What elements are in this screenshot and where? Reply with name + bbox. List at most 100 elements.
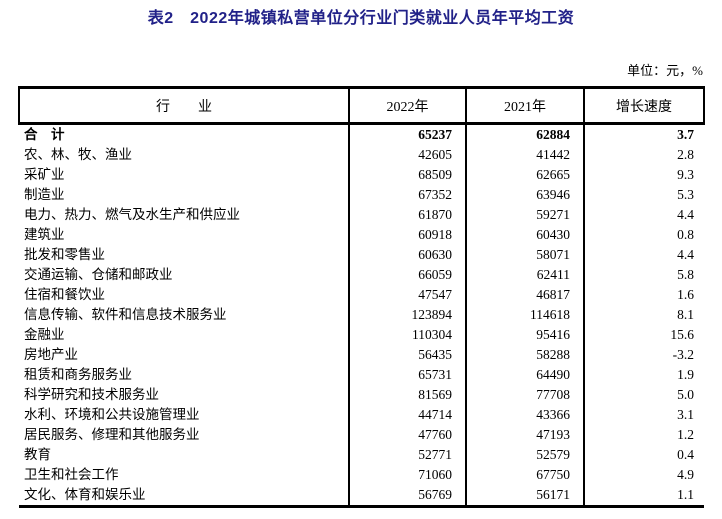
- table-row: 信息传输、软件和信息技术服务业 123894 114618 8.1: [19, 305, 704, 325]
- cell-growth: 3.1: [583, 405, 704, 425]
- cell-growth: 3.7: [583, 123, 704, 145]
- table-row: 农、林、牧、渔业 42605 41442 2.8: [19, 145, 704, 165]
- col-header-2022: 2022年: [348, 87, 467, 125]
- table-row: 批发和零售业 60630 58071 4.4: [19, 245, 704, 265]
- cell-industry: 农、林、牧、渔业: [24, 147, 132, 162]
- cell-y2022: 60630: [348, 245, 466, 265]
- cell-y2022: 47760: [348, 425, 466, 445]
- cell-growth: 15.6: [583, 325, 704, 345]
- cell-y2022: 56769: [348, 485, 466, 507]
- cell-y2022: 110304: [348, 325, 466, 345]
- cell-y2022: 65731: [348, 365, 466, 385]
- cell-industry: 房地产业: [24, 347, 78, 362]
- cell-growth: 1.9: [583, 365, 704, 385]
- col-header-2021: 2021年: [465, 87, 585, 125]
- table-row: 住宿和餐饮业 47547 46817 1.6: [19, 285, 704, 305]
- cell-y2022: 56435: [348, 345, 466, 365]
- cell-y2021: 52579: [465, 445, 584, 465]
- cell-y2021: 60430: [465, 225, 584, 245]
- cell-y2022: 44714: [348, 405, 466, 425]
- cell-industry: 住宿和餐饮业: [24, 287, 105, 302]
- table-row: 房地产业 56435 58288 -3.2: [19, 345, 704, 365]
- table-row: 文化、体育和娱乐业 56769 56171 1.1: [19, 485, 704, 507]
- cell-industry: 合 计: [24, 127, 65, 142]
- cell-growth: 1.2: [583, 425, 704, 445]
- cell-y2021: 46817: [465, 285, 584, 305]
- cell-growth: 4.4: [583, 245, 704, 265]
- cell-growth: 5.3: [583, 185, 704, 205]
- table-row: 电力、热力、燃气及水生产和供应业 61870 59271 4.4: [19, 205, 704, 225]
- cell-growth: 5.8: [583, 265, 704, 285]
- cell-y2021: 43366: [465, 405, 584, 425]
- cell-y2022: 42605: [348, 145, 466, 165]
- cell-industry: 租赁和商务服务业: [24, 367, 132, 382]
- cell-y2022: 66059: [348, 265, 466, 285]
- cell-industry: 电力、热力、燃气及水生产和供应业: [24, 207, 240, 222]
- cell-industry: 水利、环境和公共设施管理业: [24, 407, 200, 422]
- table-row: 制造业 67352 63946 5.3: [19, 185, 704, 205]
- table-row: 水利、环境和公共设施管理业 44714 43366 3.1: [19, 405, 704, 425]
- cell-industry: 居民服务、修理和其他服务业: [24, 427, 200, 442]
- cell-y2021: 47193: [465, 425, 584, 445]
- table-row: 交通运输、仓储和邮政业 66059 62411 5.8: [19, 265, 704, 285]
- cell-industry: 卫生和社会工作: [24, 467, 119, 482]
- cell-industry: 文化、体育和娱乐业: [24, 487, 146, 502]
- cell-growth: 2.8: [583, 145, 704, 165]
- cell-y2021: 58071: [465, 245, 584, 265]
- cell-y2022: 71060: [348, 465, 466, 485]
- cell-y2021: 63946: [465, 185, 584, 205]
- cell-y2021: 41442: [465, 145, 584, 165]
- cell-industry: 科学研究和技术服务业: [24, 387, 159, 402]
- cell-y2021: 62411: [465, 265, 584, 285]
- table-row: 金融业 110304 95416 15.6: [19, 325, 704, 345]
- table-row: 建筑业 60918 60430 0.8: [19, 225, 704, 245]
- cell-y2021: 95416: [465, 325, 584, 345]
- cell-y2021: 67750: [465, 465, 584, 485]
- table-row: 合 计 65237 62884 3.7: [19, 123, 704, 145]
- cell-y2022: 47547: [348, 285, 466, 305]
- cell-industry: 信息传输、软件和信息技术服务业: [24, 307, 227, 322]
- col-header-growth: 增长速度: [583, 87, 705, 125]
- table-row: 租赁和商务服务业 65731 64490 1.9: [19, 365, 704, 385]
- table-row: 教育 52771 52579 0.4: [19, 445, 704, 465]
- cell-growth: 4.4: [583, 205, 704, 225]
- cell-growth: 0.4: [583, 445, 704, 465]
- cell-y2021: 58288: [465, 345, 584, 365]
- cell-y2021: 62884: [465, 123, 584, 145]
- cell-growth: 1.1: [583, 485, 704, 507]
- cell-industry: 教育: [24, 447, 51, 462]
- cell-industry: 金融业: [24, 327, 65, 342]
- cell-growth: 8.1: [583, 305, 704, 325]
- cell-industry: 建筑业: [24, 227, 65, 242]
- cell-y2021: 77708: [465, 385, 584, 405]
- cell-growth: 9.3: [583, 165, 704, 185]
- cell-growth: 4.9: [583, 465, 704, 485]
- wage-table: 行 业 2022年 2021年 增长速度 合 计 65237 62884 3.7 农、林…: [18, 86, 705, 508]
- cell-industry: 采矿业: [24, 167, 65, 182]
- cell-y2021: 56171: [465, 485, 584, 507]
- cell-y2021: 62665: [465, 165, 584, 185]
- cell-growth: -3.2: [583, 345, 704, 365]
- cell-industry: 交通运输、仓储和邮政业: [24, 267, 173, 282]
- table-body: 合 计 65237 62884 3.7 农、林、牧、渔业 42605 41442 2.8 采矿业…: [19, 123, 704, 507]
- cell-y2021: 114618: [465, 305, 584, 325]
- cell-y2022: 123894: [348, 305, 466, 325]
- cell-growth: 0.8: [583, 225, 704, 245]
- cell-industry: 制造业: [24, 187, 65, 202]
- unit-label: 单位：元，%: [627, 63, 703, 78]
- cell-y2022: 61870: [348, 205, 466, 225]
- cell-industry: 批发和零售业: [24, 247, 105, 262]
- cell-y2021: 64490: [465, 365, 584, 385]
- cell-growth: 5.0: [583, 385, 704, 405]
- table-row: 科学研究和技术服务业 81569 77708 5.0: [19, 385, 704, 405]
- cell-y2022: 65237: [348, 123, 466, 145]
- cell-y2022: 60918: [348, 225, 466, 245]
- table-row: 居民服务、修理和其他服务业 47760 47193 1.2: [19, 425, 704, 445]
- table-row: 采矿业 68509 62665 9.3: [19, 165, 704, 185]
- cell-y2021: 59271: [465, 205, 584, 225]
- table-row: 卫生和社会工作 71060 67750 4.9: [19, 465, 704, 485]
- col-header-industry: 行 业: [18, 87, 350, 125]
- cell-y2022: 67352: [348, 185, 466, 205]
- cell-y2022: 52771: [348, 445, 466, 465]
- table-title: 表2 2022年城镇私营单位分行业门类就业人员年平均工资: [147, 10, 575, 27]
